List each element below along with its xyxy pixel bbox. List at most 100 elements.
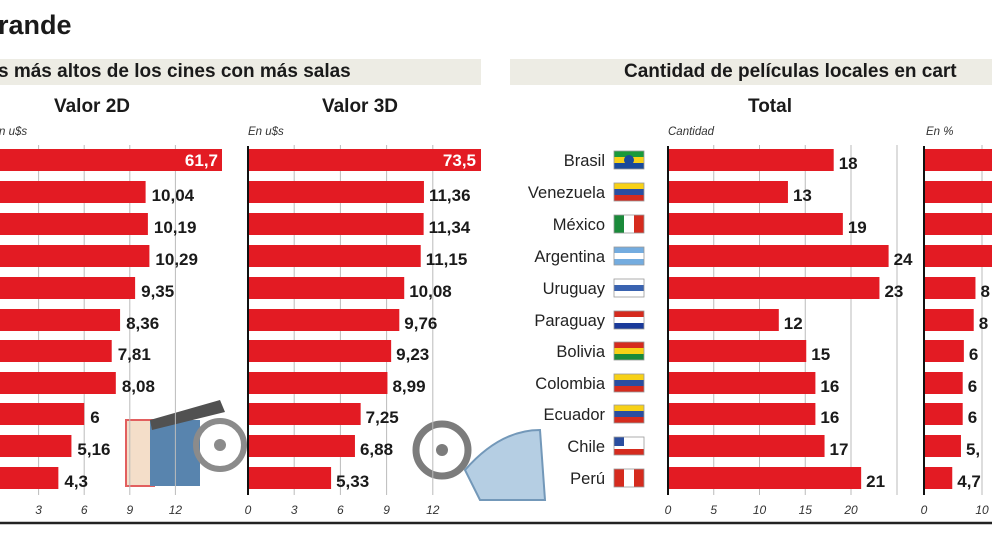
bar [249,149,481,171]
bar-value-label: 16 [820,377,839,396]
bar [0,403,85,425]
flag-stripe [614,374,644,380]
axis-tick-label: 12 [426,503,440,517]
bar [249,372,388,394]
bar-value-label: 11,34 [429,218,471,237]
flag-ecuador-icon [613,404,645,424]
bar [0,435,72,457]
right-section-title: Cantidad de películas locales en cart [624,61,957,82]
flag-emblem [624,155,634,165]
film-reel-illustration [412,420,547,501]
axis-tick-label: 0 [921,503,928,517]
bar [249,277,405,299]
flag-brasil-icon [613,150,645,170]
right-section-header: Cantidad de películas locales en cart [510,59,992,85]
flag-stripe [614,285,644,291]
bar [249,403,361,425]
axis-tick-label: 0 [665,503,672,517]
bar-value-label: 8,99 [392,377,425,396]
bar-value-label: 5,33 [336,472,369,491]
bar [249,340,392,362]
bar [669,435,825,457]
country-label: México [553,216,605,234]
bar-value-label: 6 [90,408,99,427]
bar [249,309,400,331]
axis-tick-label: 9 [383,503,390,517]
bar [669,467,862,489]
bar-value-label: 21 [866,472,885,491]
country-label: Colombia [535,375,606,393]
bar [669,340,807,362]
flag-stripe [614,342,644,348]
flag-stripe [614,411,644,417]
flag-stripe [614,163,644,169]
flag-stripe [624,469,634,487]
bar-value-label: 73,5 [443,151,476,170]
flag-stripe [614,195,644,201]
axis-tick-label: 10 [753,503,767,517]
country-label: Uruguay [543,280,606,298]
flag-stripe [614,279,644,285]
flag-canton [614,437,624,446]
axis-tick-label: 3 [291,503,298,517]
flag-stripe [614,348,644,354]
bar-value-label: 7,81 [118,345,151,364]
bar-value-label: 18 [839,154,858,173]
bar [669,309,779,331]
bar [925,181,992,203]
panel-title-2d: Valor 2D [53,96,131,117]
bar-value-label: 6,88 [360,440,393,459]
flag-stripe [614,449,644,455]
flag-stripe [614,354,644,360]
flag-stripe [614,437,644,443]
bar-value-label: 8,08 [122,377,155,396]
panel-title-3d: Valor 3D [321,96,399,117]
page-title: rande [0,10,72,40]
flag-stripe [624,215,634,233]
flag-stripe [614,291,644,297]
flag-stripe [614,215,624,233]
country-label: Perú [570,470,605,488]
country-label: Venezuela [528,184,606,202]
flag-stripe [614,183,644,189]
bar [669,213,843,235]
flag-venezuela-icon [613,182,645,202]
bar-value-label: 10,08 [409,282,452,301]
bar [925,435,961,457]
flag-stripe [614,311,644,317]
bar-value-label: 16 [820,408,839,427]
bar-value-label: 8 [980,282,989,301]
axis-tick-label: 9 [126,503,133,517]
bar [0,340,112,362]
flag-stripe [614,443,644,449]
clapperboard-popcorn-illustration [125,400,247,487]
country-label: Brasil [564,152,605,170]
bar-value-label: 19 [848,218,867,237]
bar [925,403,963,425]
flag-colombia-icon [613,373,645,393]
country-label: Ecuador [544,406,606,424]
bar-value-label: 11,36 [429,186,471,205]
flag-chile-icon [613,436,645,456]
panel-title-total: Total [748,96,792,117]
bar [669,403,816,425]
flag-stripe [614,253,644,259]
axis-tick-label: 15 [799,503,813,517]
country-label: Chile [567,438,605,456]
flag-stripe [614,323,644,329]
axis-tick-label: 6 [337,503,344,517]
left-section-title: s más altos de los cines con más salas [0,61,351,82]
bar [925,213,992,235]
bar [669,149,834,171]
bar-value-label: 9,76 [404,314,437,333]
bar-value-label: 6 [969,345,978,364]
bar-value-label: 17 [830,440,849,459]
flag-stripe [614,380,644,386]
flag-perú-icon [613,468,645,488]
bar [249,245,421,267]
bar-value-label: 11,15 [426,250,468,269]
bar [249,213,424,235]
bar [0,467,59,489]
unit-label-percent: En % [926,126,954,138]
